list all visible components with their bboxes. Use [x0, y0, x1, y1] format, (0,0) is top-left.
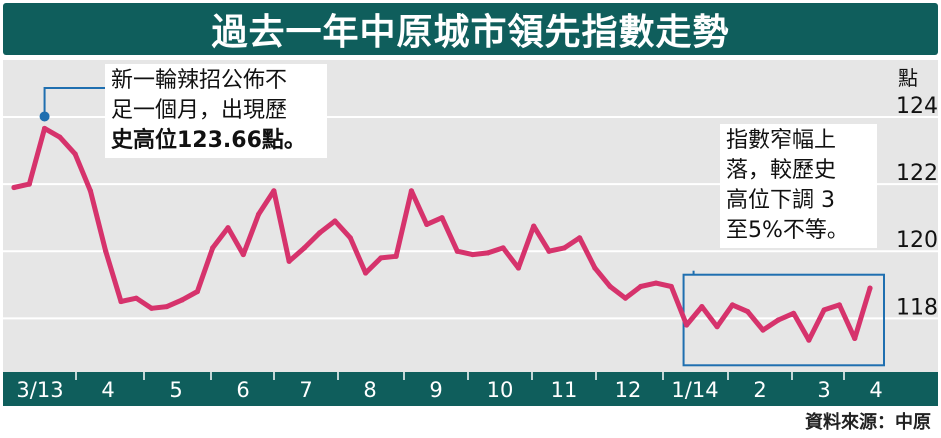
data-point	[485, 250, 491, 256]
data-point	[714, 324, 720, 330]
peak-marker	[39, 111, 50, 122]
data-point	[760, 327, 766, 333]
data-point	[576, 235, 583, 241]
drop-note-line: 高位下調 3	[726, 188, 835, 213]
x-tick-label: 7	[299, 378, 312, 402]
data-point	[836, 302, 843, 308]
data-point	[638, 283, 644, 290]
data-point	[57, 134, 63, 140]
drop-note-line: 落，較歷史	[726, 158, 837, 183]
x-tick-label: 8	[363, 378, 376, 402]
data-point	[653, 280, 659, 286]
data-point	[393, 253, 399, 259]
drop-note-line: 至5%不等。	[726, 218, 849, 243]
data-point	[668, 283, 674, 290]
x-axis-band	[3, 372, 938, 406]
x-tick-label: 3	[817, 378, 830, 402]
data-point	[118, 298, 124, 305]
data-point	[87, 188, 94, 194]
data-point	[515, 265, 522, 271]
data-point	[225, 225, 231, 231]
chart-title: 過去一年中原城市領先指數走勢	[211, 12, 730, 53]
drop-annotation: 指數窄幅上 落，較歷史 高位下調 3 至5%不等。	[720, 124, 877, 248]
drop-note-line: 指數窄幅上	[726, 128, 837, 153]
data-point	[745, 309, 751, 315]
x-tick-label: 5	[169, 378, 182, 402]
data-point	[531, 223, 537, 229]
data-point	[317, 230, 323, 236]
peak-note-line: 史高位123.66點。	[111, 128, 306, 153]
data-point	[546, 248, 552, 254]
data-point	[179, 297, 185, 303]
data-point	[332, 218, 338, 224]
data-point	[424, 221, 430, 227]
data-point	[11, 184, 17, 191]
data-point	[561, 245, 567, 251]
data-point	[622, 295, 629, 301]
data-point	[775, 317, 781, 323]
data-point	[607, 283, 613, 290]
data-point	[683, 322, 690, 328]
y-tick-label: 118	[896, 295, 938, 320]
data-point	[194, 288, 201, 295]
data-point	[500, 245, 506, 251]
data-point	[271, 188, 277, 194]
x-tick-label: 11	[551, 378, 578, 402]
data-point	[301, 245, 308, 251]
data-point	[469, 251, 476, 258]
x-tick-label: 12	[615, 378, 642, 402]
data-point	[790, 310, 797, 316]
peak-annotation: 新一輪辣招公佈不 足一個月，出現歷 史高位123.66點。	[105, 64, 327, 158]
data-point	[408, 188, 415, 194]
data-point	[362, 270, 369, 276]
source-label: 資料來源：中原	[805, 412, 931, 433]
data-point	[699, 303, 705, 310]
data-point	[806, 337, 812, 343]
x-tick-label: 9	[429, 378, 442, 402]
data-point	[164, 303, 170, 310]
data-point	[821, 307, 827, 313]
data-point	[286, 258, 292, 264]
x-tick-label: 6	[236, 378, 249, 402]
peak-note-line: 新一輪辣招公佈不	[111, 68, 288, 93]
data-point	[133, 295, 139, 301]
y-axis-unit: 點	[898, 66, 918, 90]
y-tick-label: 124	[896, 94, 938, 119]
data-point	[867, 285, 873, 291]
data-point	[26, 181, 32, 187]
data-point	[378, 255, 384, 261]
data-point	[729, 302, 736, 308]
x-tick-label: 3/13	[16, 378, 63, 402]
title-bar: 過去一年中原城市領先指數走勢	[3, 3, 938, 55]
x-tick-label: 4	[869, 378, 882, 402]
data-point	[148, 305, 155, 311]
data-point	[255, 211, 262, 217]
y-tick-label: 120	[896, 228, 938, 253]
x-tick-label: 4	[101, 378, 114, 402]
y-tick-label: 122	[896, 161, 938, 186]
data-point	[454, 248, 460, 254]
data-point	[103, 248, 109, 254]
data-point	[439, 215, 445, 221]
data-point	[41, 125, 48, 132]
data-point	[592, 265, 598, 271]
data-point	[210, 245, 216, 251]
x-tick-label: 2	[753, 378, 766, 402]
x-tick-label: 1/14	[671, 378, 718, 402]
peak-note-line: 足一個月，出現歷	[111, 98, 288, 123]
peak-leader-line	[43, 87, 105, 119]
data-point	[347, 235, 353, 241]
x-tick-label: 10	[487, 378, 514, 402]
data-point	[72, 151, 78, 157]
data-point	[852, 335, 858, 342]
data-point	[240, 251, 246, 258]
